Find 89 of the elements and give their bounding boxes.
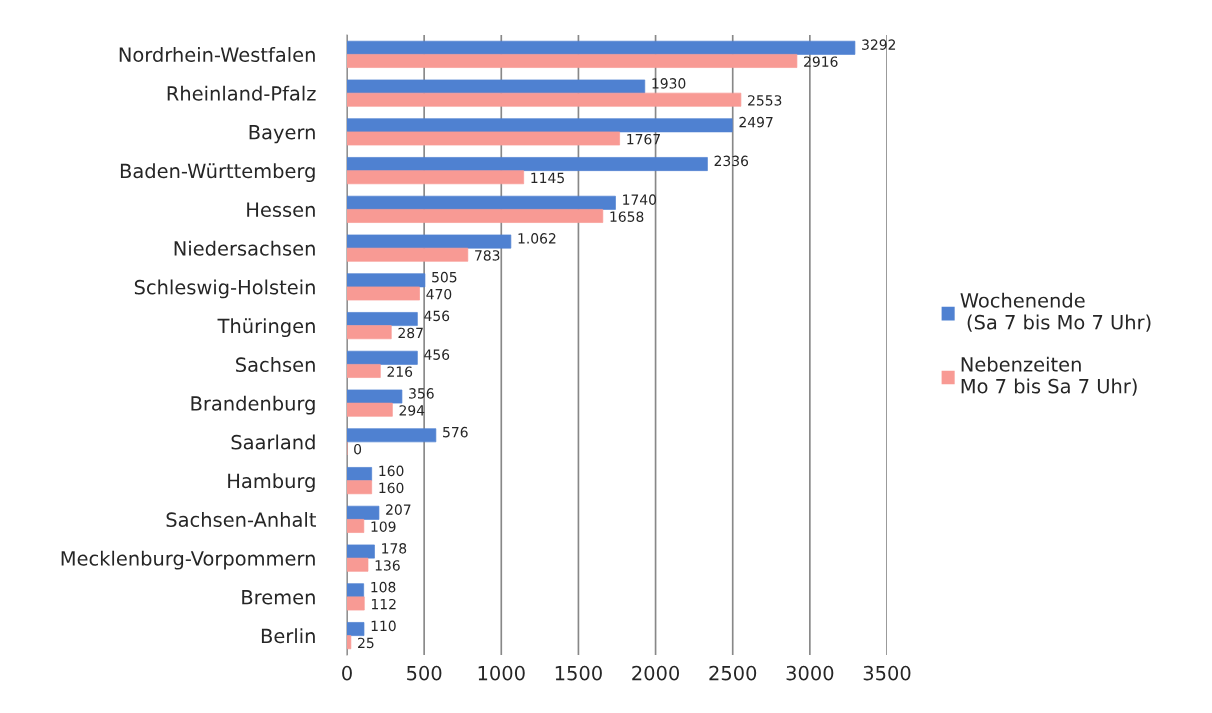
- bar: [347, 350, 418, 365]
- x-tick-label: 500: [407, 665, 442, 681]
- bar: [347, 286, 420, 301]
- x-tick-label: 0: [342, 665, 352, 681]
- bar: [347, 273, 426, 288]
- data-label: 108: [371, 581, 396, 593]
- bar: [347, 157, 708, 171]
- bar: [347, 428, 437, 443]
- y-tick-label: Baden-Württemberg: [120, 163, 315, 183]
- data-label: 1658: [610, 211, 644, 222]
- bar: [347, 92, 742, 107]
- bar: [347, 557, 369, 572]
- data-label: 470: [426, 288, 452, 300]
- bar: [347, 622, 365, 636]
- data-label: 160: [379, 465, 404, 477]
- data-label: 505: [432, 271, 457, 283]
- x-tick-label: 3500: [863, 665, 911, 681]
- bar: [347, 480, 373, 495]
- bar: [347, 118, 733, 133]
- y-tick-label: Nordrhein-Westfalen: [119, 46, 315, 63]
- bar: [347, 312, 418, 326]
- bar: [347, 247, 469, 262]
- data-label: 25: [358, 637, 374, 649]
- data-label: 216: [387, 366, 413, 377]
- bar: [347, 635, 352, 650]
- y-tick-label: Bremen: [242, 590, 315, 605]
- x-tick-label: 1000: [478, 665, 525, 681]
- data-label: 356: [409, 388, 434, 399]
- data-label: 456: [424, 310, 450, 322]
- y-tick-label: Thüringen: [217, 318, 315, 338]
- y-tick-label: Rheinland-Pfalz: [167, 85, 316, 101]
- data-label: 287: [398, 327, 423, 339]
- y-tick-label: Bayern: [249, 125, 315, 144]
- bar: [347, 364, 381, 378]
- data-label: 1740: [623, 194, 657, 205]
- y-tick-label: Hamburg: [228, 473, 315, 493]
- bar: [347, 467, 373, 481]
- bar: [347, 131, 620, 146]
- data-label: 178: [382, 543, 407, 554]
- y-tick-label: Niedersachsen: [174, 240, 315, 256]
- y-tick-label: Hessen: [247, 202, 315, 218]
- y-tick-label: Berlin: [261, 628, 315, 644]
- y-tick-label: Schleswig-Holstein: [134, 279, 315, 299]
- bar: [347, 544, 375, 559]
- data-label: 456: [424, 349, 450, 360]
- x-tick-label: 1500: [555, 665, 602, 681]
- bar: [347, 40, 856, 55]
- data-label: 2553: [748, 95, 782, 106]
- data-label: 2916: [804, 56, 838, 67]
- data-label: 2336: [714, 155, 749, 167]
- bar: [347, 519, 365, 533]
- y-tick-label: Brandenburg: [191, 395, 315, 415]
- data-label: 136: [375, 560, 400, 571]
- data-label: 3292: [862, 39, 896, 50]
- data-label: 0: [354, 443, 362, 455]
- bar: [347, 389, 403, 404]
- y-tick-label: Saarland: [231, 434, 315, 450]
- data-label: 1767: [627, 133, 660, 145]
- data-label: 576: [443, 426, 468, 438]
- data-label: 1.062: [518, 233, 556, 244]
- bar: [347, 54, 798, 68]
- data-label: 109: [371, 521, 396, 532]
- data-label: 783: [475, 250, 500, 261]
- y-tick-label: Sachsen: [236, 356, 315, 373]
- bar: [347, 195, 616, 210]
- bar: [347, 209, 604, 223]
- data-label: 160: [379, 482, 404, 494]
- data-label: 110: [371, 620, 396, 632]
- bar: [347, 79, 646, 94]
- data-label: 1930: [652, 78, 686, 89]
- bar: [347, 583, 365, 598]
- legend-label: Nebenzeiten Mo 7 bis Sa 7 Uhr): [961, 356, 1137, 396]
- data-label: 2497: [739, 116, 773, 128]
- data-label: 207: [386, 504, 411, 515]
- x-tick-label: 2000: [632, 665, 680, 681]
- bar: [347, 596, 365, 611]
- x-tick-label: 3000: [786, 665, 834, 681]
- legend-label: Wochenende (Sa 7 bis Mo 7 Uhr): [960, 292, 1151, 332]
- bar: [347, 170, 525, 185]
- bar: [347, 505, 380, 520]
- data-label: 1145: [531, 172, 564, 184]
- bar: [347, 325, 392, 340]
- y-tick-label: Sachsen-Anhalt: [166, 511, 316, 528]
- x-tick-label: 2500: [709, 665, 757, 681]
- bar: [347, 234, 512, 249]
- bar: [347, 402, 393, 417]
- y-tick-label: Mecklenburg-Vorpommern: [61, 550, 315, 570]
- data-label: 112: [371, 598, 396, 610]
- data-label: 294: [399, 405, 425, 416]
